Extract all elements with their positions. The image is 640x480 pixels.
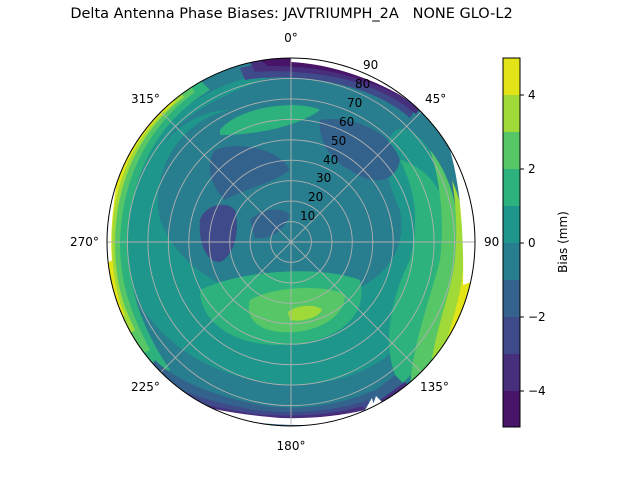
radial-label-50: 50 (331, 134, 346, 148)
radial-grid (107, 58, 475, 426)
radial-label-20: 20 (308, 190, 323, 204)
radial-label-30: 30 (316, 171, 331, 185)
radial-label-70: 70 (347, 96, 362, 110)
angle-label-0: 0° (284, 31, 298, 45)
radial-label-10: 10 (300, 209, 315, 223)
angle-label-90: 90 (484, 235, 499, 249)
colorbar-tick-neg4: −4 (528, 384, 546, 398)
angle-label-225: 225° (131, 380, 160, 394)
angle-label-135: 135° (420, 380, 449, 394)
colorbar-tick-0: 0 (528, 236, 536, 250)
angle-label-270: 270° (70, 235, 99, 249)
colorbar-tick-2: 2 (528, 162, 536, 176)
colorbar-tick-4: 4 (528, 88, 536, 102)
colorbar-tick-neg2: −2 (528, 310, 546, 324)
radial-label-40: 40 (323, 153, 338, 167)
colorbar-label: Bias (mm) (556, 211, 570, 273)
polar-frame (106, 57, 476, 427)
radial-label-80: 80 (355, 77, 370, 91)
angle-label-180: 180° (277, 439, 306, 453)
radial-label-60: 60 (339, 115, 354, 129)
colorbar: 4 2 0 −2 −4 Bias (mm) (502, 57, 570, 428)
radial-label-90: 90 (363, 58, 378, 72)
angle-label-315: 315° (131, 92, 160, 106)
chart-title: Delta Antenna Phase Biases: JAVTRIUMPH_2… (70, 6, 513, 22)
angle-label-45: 45° (425, 92, 446, 106)
